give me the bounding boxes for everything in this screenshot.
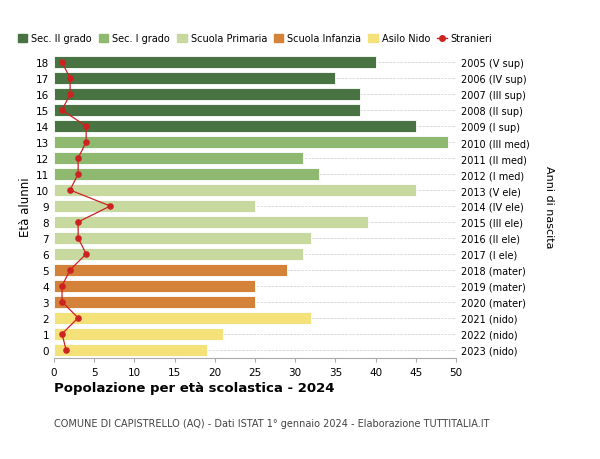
Point (82, 251, 91, 258)
Point (65, 75, 75, 83)
Bar (54, 57, 376, 69)
Point (82, 123, 91, 130)
Bar (54, 328, 223, 340)
Point (57, 59, 67, 67)
Bar (54, 280, 255, 292)
Point (57, 298, 67, 306)
Bar (54, 232, 311, 245)
Bar (54, 73, 335, 85)
Point (57, 107, 67, 115)
Point (65, 267, 75, 274)
Bar (54, 121, 416, 133)
Point (73, 235, 83, 242)
Bar (54, 344, 207, 356)
Point (57, 283, 67, 290)
Point (73, 314, 83, 322)
Text: COMUNE DI CAPISTRELLO (AQ) - Dati ISTAT 1° gennaio 2024 - Elaborazione TUTTITALI: COMUNE DI CAPISTRELLO (AQ) - Dati ISTAT … (54, 418, 490, 428)
Point (73, 155, 83, 162)
Bar (54, 296, 255, 308)
Bar (54, 248, 303, 261)
Bar (54, 89, 359, 101)
Point (106, 203, 115, 210)
Bar (54, 105, 359, 117)
Legend: Sec. II grado, Sec. I grado, Scuola Primaria, Scuola Infanzia, Asilo Nido, Stran: Sec. II grado, Sec. I grado, Scuola Prim… (18, 34, 492, 44)
Bar (54, 185, 416, 197)
Y-axis label: Età alunni: Età alunni (19, 177, 32, 236)
Point (65, 187, 75, 194)
Point (57, 330, 67, 338)
Point (73, 219, 83, 226)
Bar (54, 137, 448, 149)
Point (73, 171, 83, 179)
Bar (54, 312, 311, 325)
Bar (54, 168, 319, 181)
Y-axis label: Anni di nascita: Anni di nascita (544, 165, 554, 248)
Point (82, 139, 91, 146)
Point (65, 91, 75, 99)
Point (61, 347, 71, 354)
Bar (54, 200, 255, 213)
Text: Popolazione per età scolastica - 2024: Popolazione per età scolastica - 2024 (54, 381, 335, 394)
Bar (54, 152, 303, 165)
Bar (54, 216, 368, 229)
Bar (54, 264, 287, 276)
